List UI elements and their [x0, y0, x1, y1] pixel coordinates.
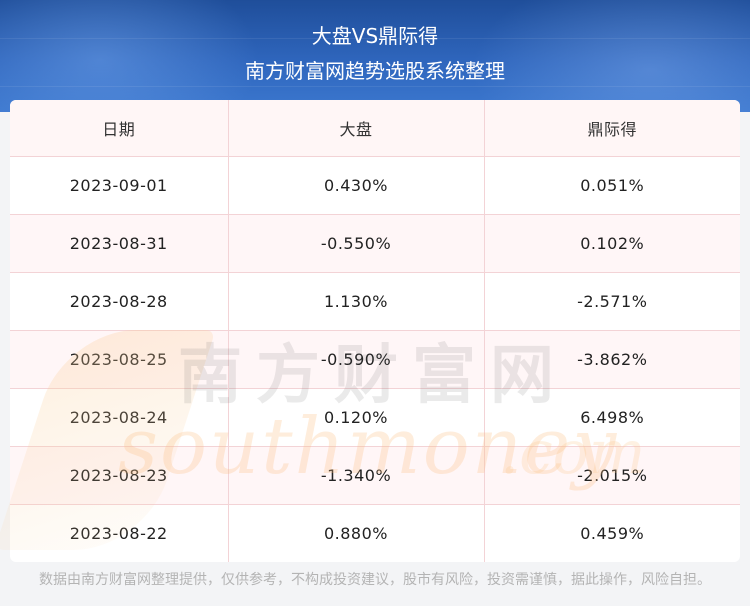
- table-row: 2023-08-23 -1.340% -2.015%: [10, 446, 740, 505]
- cell-date: 2023-08-22: [69, 524, 168, 543]
- cell-stock-change: -2.015%: [483, 446, 740, 505]
- table-row: 2023-08-24 0.120% 6.498%: [10, 388, 740, 447]
- cell-stock-change: -3.862%: [483, 330, 740, 389]
- data-table-card: 日期 大盘 鼎际得 2023-09-01 0.430% 0.051% 2023-…: [10, 100, 740, 562]
- header-banner: 大盘VS鼎际得 南方财富网趋势选股系统整理: [0, 0, 750, 112]
- banner-glow: [470, 0, 750, 112]
- table-row: 2023-08-31 -0.550% 0.102%: [10, 214, 740, 273]
- cell-date: 2023-09-01: [10, 156, 228, 215]
- footer-disclaimer: 数据由南方财富网整理提供，仅供参考，不构成投资建议，股市有风险，投资需谨慎，据此…: [39, 572, 711, 588]
- banner-glow: [0, 0, 260, 112]
- table-header-row: 日期 大盘 鼎际得: [10, 100, 740, 157]
- column-header-stock: 鼎际得: [483, 100, 740, 157]
- cell-market-change: 1.130%: [227, 272, 484, 331]
- cell-stock-change: 0.051%: [483, 156, 740, 215]
- banner-decor-line: [0, 86, 750, 87]
- cell-date: 2023-08-31: [10, 214, 228, 273]
- column-header-date: 日期: [10, 100, 228, 157]
- cell-market-change: -1.340%: [227, 446, 484, 505]
- comparison-table: 日期 大盘 鼎际得 2023-09-01 0.430% 0.051% 2023-…: [10, 100, 740, 562]
- cell-stock-change: -2.571%: [483, 272, 740, 331]
- column-header-market: 大盘: [227, 100, 484, 157]
- table-row: 2023-08-22 0.880% 0.459%: [10, 504, 740, 562]
- cell-market-change: -0.550%: [227, 214, 484, 273]
- cell-date: 2023-08-23: [10, 446, 228, 505]
- page-subtitle: 南方财富网趋势选股系统整理: [245, 59, 505, 83]
- table-row: 2023-09-01 0.430% 0.051%: [10, 156, 740, 215]
- cell-stock-change: 0.459%: [483, 504, 740, 562]
- table-row: 2023-08-25 -0.590% -3.862%: [10, 330, 740, 389]
- cell-market-change: 0.430%: [227, 156, 484, 215]
- cell-stock-change: 0.102%: [483, 214, 740, 273]
- cell-market-change: 0.120%: [227, 388, 484, 447]
- cell-market-change: 0.880%: [227, 504, 484, 562]
- cell-stock-change: 6.498%: [483, 388, 740, 447]
- cell-market-change: -0.590%: [227, 330, 484, 389]
- page-title: 大盘VS鼎际得: [311, 24, 439, 48]
- table-row: 2023-08-28 1.130% -2.571%: [10, 272, 740, 331]
- cell-date: 2023-08-28: [10, 272, 228, 331]
- cell-date: 2023-08-25: [10, 330, 228, 389]
- cell-date: 2023-08-24: [10, 388, 228, 447]
- banner-decor-line: [0, 38, 750, 39]
